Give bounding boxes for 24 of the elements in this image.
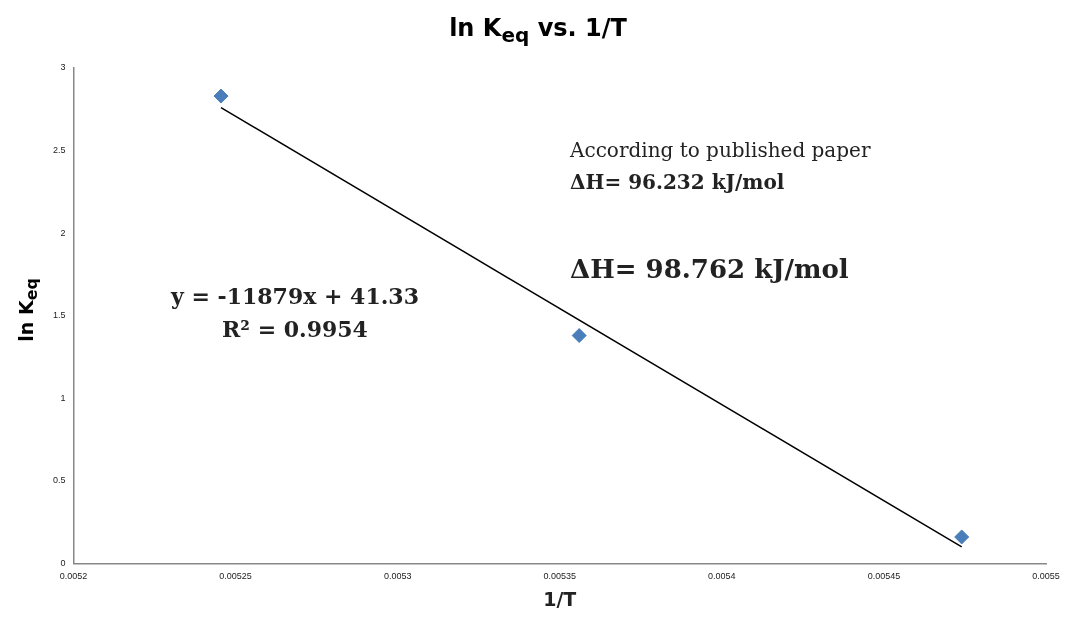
x-axis-title: 1/T [543, 587, 577, 610]
chart-title: ln K$_{eq}$ vs. 1/T [448, 14, 628, 47]
annotation: R² = 0.9954 [221, 316, 369, 342]
y-tick-label: 1 [60, 392, 66, 403]
x-tick-label: 0.00545 [867, 571, 901, 582]
x-tick-label: 0.0052 [59, 571, 88, 582]
y-tick-label: 2.5 [53, 145, 66, 156]
x-tick-label: 0.0054 [708, 571, 736, 582]
x-tick-label: 0.0055 [1032, 571, 1060, 582]
y-tick-label: 3 [60, 62, 66, 73]
x-tick-label: 0.00535 [543, 571, 577, 582]
annotation: ΔH= 98.762 kJ/mol [570, 254, 849, 284]
y-tick-label: 2 [60, 227, 66, 238]
x-tick-label: 0.00525 [219, 571, 252, 582]
x-tick-label: 0.0053 [383, 571, 412, 582]
y-tick-label: 1.5 [53, 310, 66, 321]
point [571, 328, 587, 344]
annotation: ΔH= 96.232 kJ/mol [570, 170, 785, 194]
annotation: According to published paper [570, 138, 871, 162]
y-tick-label: 0.5 [53, 475, 66, 486]
annotation: y = -11879x + 41.33 [169, 283, 420, 309]
y-tick-label: 0 [60, 557, 66, 568]
point [954, 529, 970, 545]
point [213, 88, 229, 104]
